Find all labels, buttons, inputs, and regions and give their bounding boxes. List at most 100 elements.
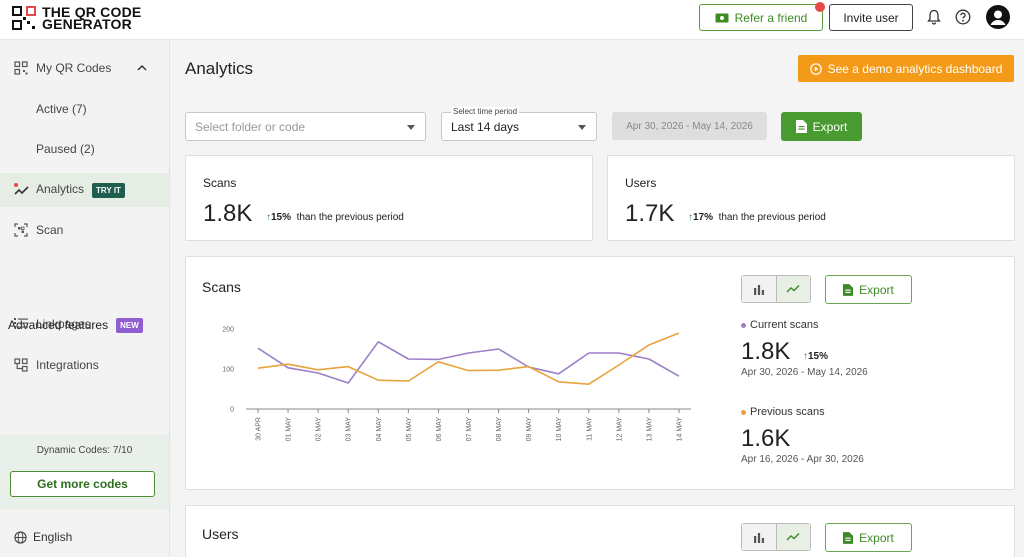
line-chart-toggle[interactable]	[775, 276, 810, 302]
user-avatar[interactable]	[986, 5, 1010, 29]
bar-chart-icon	[753, 284, 764, 295]
scan-icon	[14, 223, 28, 237]
get-more-codes-button[interactable]: Get more codes	[10, 471, 155, 497]
sidebar-item-label: Analytics TRY IT	[36, 182, 125, 198]
date-range-field: Apr 30, 2026 - May 14, 2026	[612, 112, 767, 140]
list-icon	[14, 318, 28, 328]
demo-dashboard-button[interactable]: See a demo analytics dashboard	[798, 55, 1014, 82]
x-tick-label: 02 MAY	[316, 417, 323, 442]
arrow-up-icon: ↑	[803, 351, 808, 362]
scans-summary-value: 1.8K	[203, 200, 253, 227]
previous-scans-value: 1.6K	[741, 425, 791, 452]
current-scans-value: 1.8K	[741, 338, 791, 365]
arrow-up-icon: ↑	[266, 212, 271, 223]
time-period-select[interactable]: Last 14 days	[441, 112, 597, 141]
sidebar-item-label: Active (7)	[36, 102, 87, 116]
users-export-button[interactable]: Export	[825, 523, 912, 552]
x-tick-label: 09 MAY	[526, 417, 533, 442]
ticket-icon	[715, 13, 729, 22]
line-chart-icon	[786, 285, 800, 293]
scans-change-percent: 15%	[271, 212, 292, 223]
x-tick-label: 03 MAY	[346, 417, 353, 442]
x-tick-label: 11 MAY	[586, 417, 593, 441]
scans-chart-title: Scans	[202, 279, 241, 295]
bar-chart-toggle[interactable]	[742, 276, 776, 302]
current-scans-dot	[741, 322, 746, 328]
export-button[interactable]: Export	[781, 112, 862, 141]
sidebar-item-label: Integrations	[36, 358, 99, 372]
previous-scans-dates: Apr 16, 2026 - Apr 30, 2026	[741, 454, 864, 465]
previous-scans-dot	[741, 409, 746, 415]
sidebar-item-linkpages[interactable]: Linkpages	[0, 307, 169, 341]
y-tick-label: 0	[230, 407, 234, 414]
sidebar-item-label: My QR Codes	[36, 61, 112, 75]
sidebar-item-analytics[interactable]: Analytics TRY IT	[0, 173, 169, 207]
line-chart-toggle[interactable]	[775, 524, 810, 550]
scans-change-suffix: than the previous period	[296, 212, 404, 223]
new-badge: NEW	[116, 318, 143, 334]
help-icon[interactable]	[955, 9, 971, 25]
dynamic-codes-box: Dynamic Codes: 7/10 Get more codes	[0, 435, 169, 509]
users-chart-title: Users	[202, 526, 239, 542]
sidebar: My QR Codes Active (7) Paused (2) Analyt…	[0, 40, 170, 557]
globe-icon	[14, 530, 27, 544]
chevron-up-icon[interactable]	[137, 64, 147, 71]
scans-export-button[interactable]: Export	[825, 275, 912, 304]
y-tick-label: 100	[222, 367, 234, 374]
previous-scans-label: Previous scans	[750, 406, 825, 418]
users-summary-card: Users 1.7K ↑17% than the previous period	[607, 155, 1015, 241]
sidebar-item-my-qr-codes[interactable]: My QR Codes	[0, 51, 169, 85]
series-line-current-scans	[257, 340, 680, 384]
users-change-percent: 17%	[693, 212, 714, 223]
notification-dot	[815, 2, 825, 12]
y-tick-label: 200	[222, 327, 234, 334]
sidebar-item-paused[interactable]: Paused (2)	[0, 132, 169, 166]
logo-line-1: THE QR CODE	[42, 4, 142, 20]
line-chart-icon	[786, 533, 800, 541]
folder-select[interactable]: Select folder or code	[185, 112, 426, 141]
export-label: Export	[812, 119, 848, 134]
time-period-value: Last 14 days	[451, 119, 520, 134]
top-bar: THE QR CODE GENERATOR Refer a friend Inv…	[0, 0, 1024, 40]
current-scans-label: Current scans	[750, 319, 819, 331]
scans-chart-panel: Scans Export 0 100 200 30 APR 01 MAY 02 MAY 03…	[185, 256, 1015, 490]
analytics-trend-icon	[14, 183, 29, 195]
x-tick-label: 14 MAY	[677, 417, 684, 442]
legend-current-scans: Current scans	[741, 319, 818, 331]
sidebar-item-label: Scan	[36, 223, 64, 237]
refer-friend-label: Refer a friend	[734, 10, 808, 25]
analytics-label: Analytics	[36, 182, 85, 197]
logo[interactable]: THE QR CODE GENERATOR	[12, 4, 142, 31]
sidebar-item-integrations[interactable]: Integrations	[0, 348, 169, 382]
refer-friend-button[interactable]: Refer a friend	[699, 2, 825, 31]
sidebar-item-active[interactable]: Active (7)	[0, 92, 169, 126]
advanced-features-heading: Advanced features NEW	[8, 318, 143, 334]
sidebar-item-label: Linkpages	[36, 317, 91, 331]
x-tick-label: 01 MAY	[286, 417, 293, 442]
x-tick-label: 08 MAY	[496, 417, 503, 442]
users-export-label: Export	[859, 530, 894, 545]
document-icon	[843, 283, 854, 296]
sidebar-item-scan[interactable]: Scan	[0, 213, 169, 247]
bar-chart-icon	[753, 532, 764, 543]
users-chart-type-toggle	[741, 523, 811, 551]
users-chart-panel: Users Export	[185, 505, 1015, 557]
x-tick-label: 12 MAY	[616, 417, 623, 442]
caret-down-icon	[578, 125, 586, 130]
users-summary-change: ↑17% than the previous period	[688, 212, 826, 223]
bar-chart-toggle[interactable]	[742, 524, 776, 550]
x-tick-label: 06 MAY	[436, 417, 443, 442]
invite-user-button[interactable]: Invite user	[829, 4, 913, 31]
avatar-icon	[990, 10, 1006, 25]
current-change-percent: 15%	[808, 351, 829, 362]
x-tick-label: 13 MAY	[646, 417, 653, 442]
language-selector[interactable]: English	[14, 530, 72, 544]
scans-summary-change: ↑15% than the previous period	[266, 212, 404, 223]
caret-down-icon	[407, 125, 415, 130]
bell-icon[interactable]	[927, 9, 941, 25]
scans-export-label: Export	[859, 282, 894, 297]
play-circle-icon	[809, 62, 822, 75]
x-tick-label: 07 MAY	[466, 417, 473, 442]
x-tick-label: 04 MAY	[376, 417, 383, 442]
language-label: English	[33, 530, 73, 544]
